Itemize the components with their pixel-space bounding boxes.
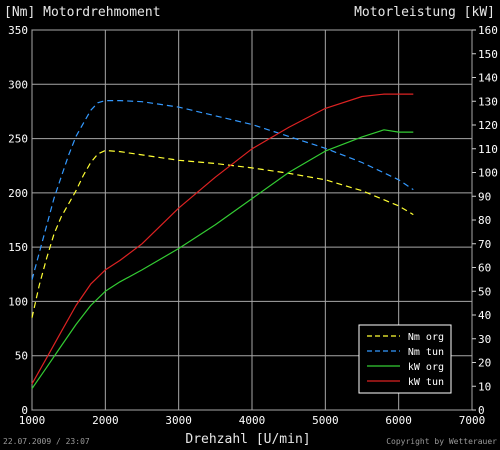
y-right-tick-label: 110 <box>478 143 498 156</box>
y-right-tick-label: 50 <box>478 285 491 298</box>
y-right-tick-label: 140 <box>478 72 498 85</box>
y-left-tick-label: 50 <box>15 350 28 363</box>
series-line-kw-tun <box>31 93 414 385</box>
y-right-tick-label: 0 <box>478 404 485 417</box>
x-tick-label: 1000 <box>19 414 46 427</box>
y-left-tick-label: 150 <box>8 241 28 254</box>
right-axis-title: Motorleistung [kW] <box>354 5 495 20</box>
legend-label: Nm tun <box>408 347 444 358</box>
y-right-tick-label: 150 <box>478 48 498 61</box>
y-left-tick-label: 100 <box>8 295 28 308</box>
legend: Nm org Nm tun kW org kW tun <box>358 324 452 394</box>
x-tick-label: 5000 <box>312 414 339 427</box>
x-tick-label: 7000 <box>459 414 486 427</box>
x-tick-label: 6000 <box>385 414 412 427</box>
y-right-tick-label: 80 <box>478 214 491 227</box>
series-line-kw-org <box>31 129 414 389</box>
x-tick-label: 4000 <box>239 414 266 427</box>
y-right-tick-label: 30 <box>478 333 491 346</box>
series-line-nm-tun <box>31 100 414 280</box>
legend-label: Nm org <box>408 332 444 343</box>
y-right-tick-label: 120 <box>478 119 498 132</box>
y-right-tick-label: 40 <box>478 309 491 322</box>
left-axis-title: [Nm] Motordrehmoment <box>4 5 161 20</box>
timestamp: 22.07.2009 / 23:07 <box>3 437 90 446</box>
copyright: Copyright by Wetterauer <box>386 437 497 446</box>
y-left-tick-label: 300 <box>8 78 28 91</box>
series-lines <box>31 93 414 389</box>
x-tick-label: 3000 <box>165 414 192 427</box>
y-left-tick-label: 0 <box>21 404 28 417</box>
x-tick-label: 2000 <box>92 414 119 427</box>
tick-labels: 1000 2000 3000 4000 5000 6000 7000050100150200… <box>8 24 498 427</box>
y-right-tick-label: 20 <box>478 357 491 370</box>
legend-label: kW tun <box>408 377 444 388</box>
series-line-nm-org <box>31 149 414 318</box>
y-right-tick-label: 90 <box>478 190 491 203</box>
y-left-tick-label: 350 <box>8 24 28 37</box>
y-left-tick-label: 200 <box>8 187 28 200</box>
y-right-tick-label: 10 <box>478 380 491 393</box>
y-right-tick-label: 70 <box>478 238 491 251</box>
legend-box <box>358 324 452 394</box>
legend-label: kW org <box>408 362 444 373</box>
y-left-tick-label: 250 <box>8 133 28 146</box>
y-right-tick-label: 100 <box>478 167 498 180</box>
y-right-tick-label: 130 <box>478 95 498 108</box>
x-axis-title: Drehzahl [U/min] <box>185 432 310 447</box>
y-right-tick-label: 60 <box>478 262 491 275</box>
y-right-tick-label: 160 <box>478 24 498 37</box>
